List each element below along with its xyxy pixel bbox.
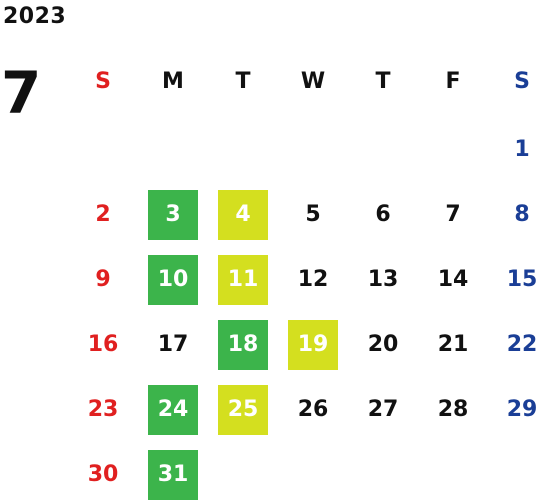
day-cell-22: 22 xyxy=(506,332,538,357)
weekday-header-thu: T xyxy=(375,69,391,94)
weekday-header-wed: W xyxy=(300,69,326,94)
day-cell-24: 24 xyxy=(148,385,198,435)
day-cell-25: 25 xyxy=(218,385,268,435)
weekday-header-sat: S xyxy=(514,69,530,94)
day-cell-7: 7 xyxy=(445,202,461,227)
day-cell-4: 4 xyxy=(218,190,268,240)
day-cell-2: 2 xyxy=(95,202,111,227)
day-cell-26: 26 xyxy=(297,397,329,422)
day-cell-20: 20 xyxy=(367,332,399,357)
day-cell-18: 18 xyxy=(218,320,268,370)
day-cell-3: 3 xyxy=(148,190,198,240)
day-cell-8: 8 xyxy=(514,202,530,227)
day-cell-30: 30 xyxy=(87,462,119,487)
day-cell-29: 29 xyxy=(506,397,538,422)
weekday-header-fri: F xyxy=(445,69,461,94)
day-cell-23: 23 xyxy=(87,397,119,422)
weekday-header-tue: T xyxy=(235,69,251,94)
day-cell-16: 16 xyxy=(87,332,119,357)
day-cell-10: 10 xyxy=(148,255,198,305)
day-cell-19: 19 xyxy=(288,320,338,370)
year-label: 2023 xyxy=(3,4,67,29)
day-cell-1: 1 xyxy=(514,137,530,162)
day-cell-12: 12 xyxy=(297,267,329,292)
day-cell-13: 13 xyxy=(367,267,399,292)
weekday-header-mon: M xyxy=(162,69,184,94)
day-cell-15: 15 xyxy=(506,267,538,292)
day-cell-21: 21 xyxy=(437,332,469,357)
month-number: 7 xyxy=(1,59,42,127)
day-cell-17: 17 xyxy=(157,332,189,357)
weekday-header-sun: S xyxy=(95,69,111,94)
day-cell-9: 9 xyxy=(95,267,111,292)
day-cell-28: 28 xyxy=(437,397,469,422)
day-cell-14: 14 xyxy=(437,267,469,292)
day-cell-27: 27 xyxy=(367,397,399,422)
day-cell-6: 6 xyxy=(375,202,391,227)
day-cell-11: 11 xyxy=(218,255,268,305)
day-cell-31: 31 xyxy=(148,450,198,500)
day-cell-5: 5 xyxy=(305,202,321,227)
